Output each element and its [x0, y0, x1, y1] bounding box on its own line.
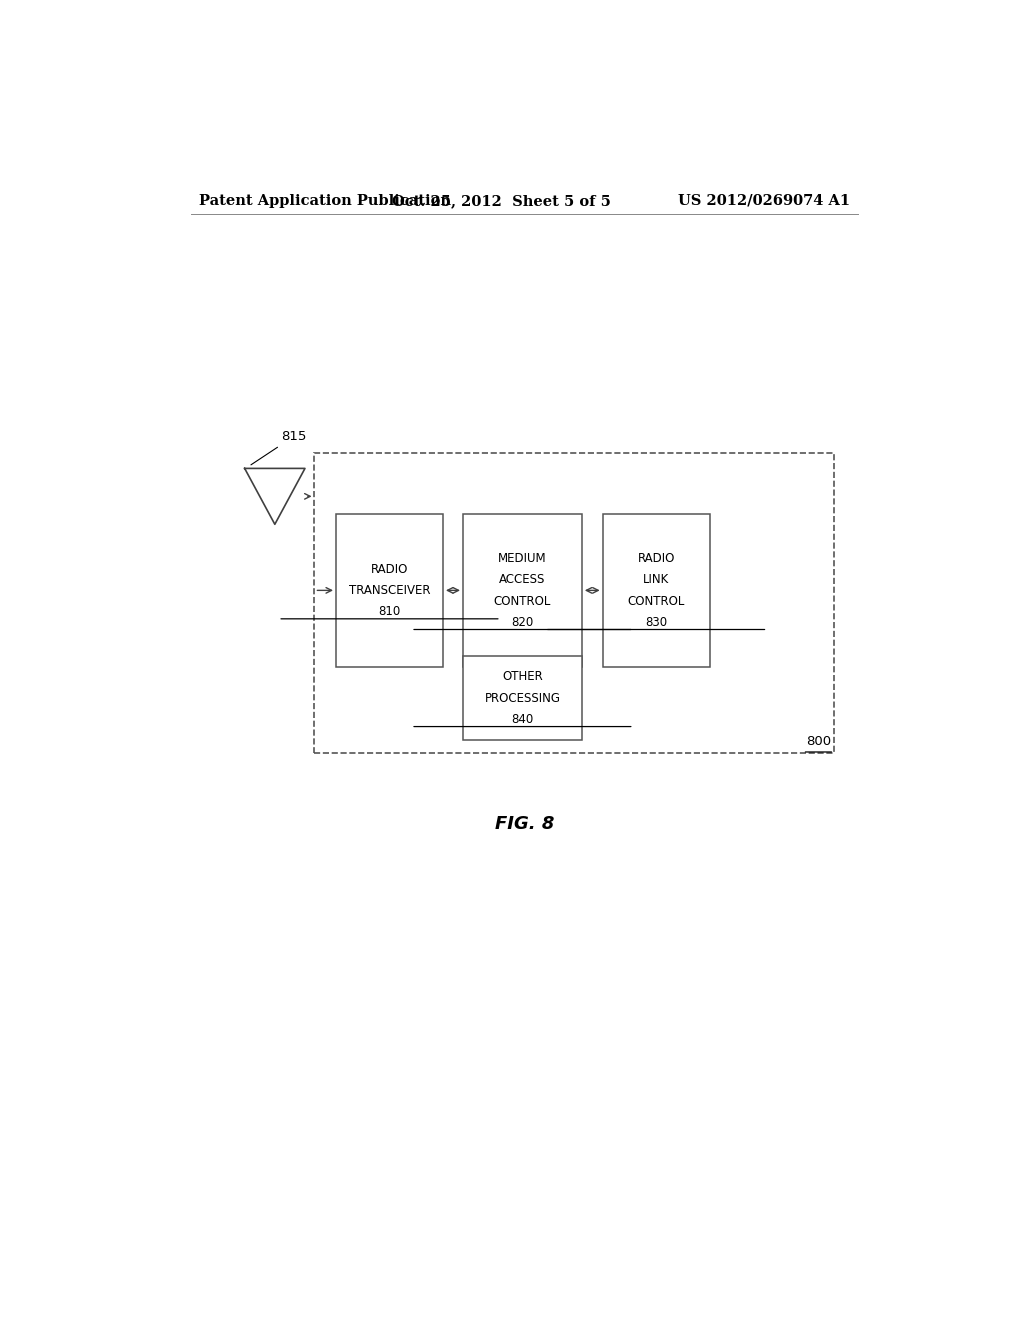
Text: RADIO: RADIO: [638, 552, 675, 565]
Text: LINK: LINK: [643, 573, 670, 586]
Bar: [336, 515, 443, 667]
Text: US 2012/0269074 A1: US 2012/0269074 A1: [678, 194, 850, 209]
Text: CONTROL: CONTROL: [494, 594, 551, 607]
Text: TRANSCEIVER: TRANSCEIVER: [349, 583, 430, 597]
Bar: [463, 515, 582, 667]
Text: Patent Application Publication: Patent Application Publication: [200, 194, 452, 209]
Text: MEDIUM: MEDIUM: [498, 552, 547, 565]
Text: CONTROL: CONTROL: [628, 594, 685, 607]
Text: FIG. 8: FIG. 8: [496, 816, 554, 833]
Text: ACCESS: ACCESS: [500, 573, 546, 586]
Text: 810: 810: [378, 605, 400, 618]
Text: Oct. 25, 2012  Sheet 5 of 5: Oct. 25, 2012 Sheet 5 of 5: [391, 194, 610, 209]
Text: OTHER: OTHER: [502, 671, 543, 684]
Bar: [602, 515, 710, 667]
Bar: [463, 656, 582, 739]
Text: PROCESSING: PROCESSING: [484, 692, 560, 705]
Text: 840: 840: [511, 713, 534, 726]
Text: 815: 815: [251, 430, 306, 465]
Text: RADIO: RADIO: [371, 562, 409, 576]
Bar: [314, 453, 835, 752]
Text: 830: 830: [645, 616, 668, 628]
Text: 820: 820: [511, 616, 534, 628]
Text: 800: 800: [806, 735, 831, 748]
